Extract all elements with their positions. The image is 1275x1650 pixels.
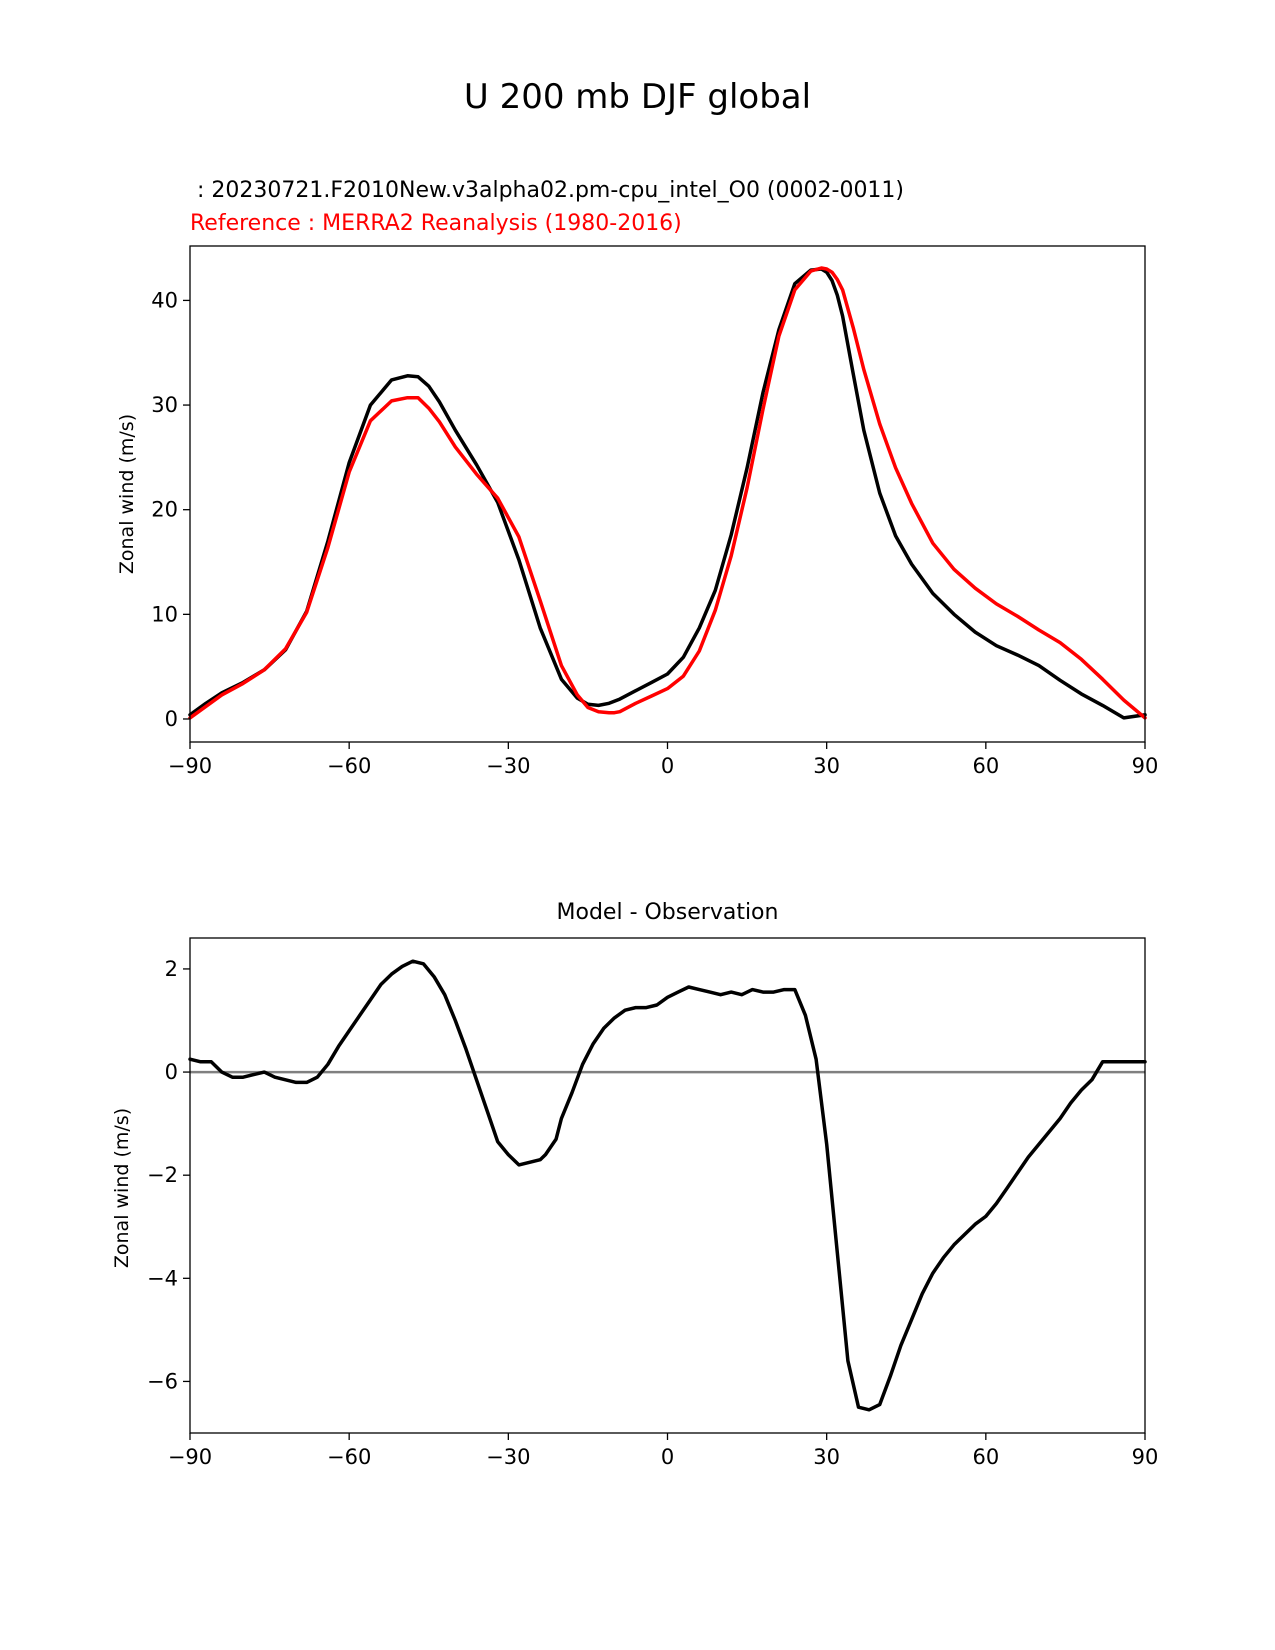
x-tick-label: −90: [168, 1445, 212, 1469]
x-tick-label: −90: [168, 754, 212, 778]
y-tick-label: −6: [147, 1369, 178, 1393]
x-tick-label: −60: [327, 754, 371, 778]
x-tick-label: 60: [972, 754, 999, 778]
panel-zonal-wind: : 20230721.F2010New.v3alpha02.pm-cpu_int…: [116, 178, 1158, 778]
y-tick-label: 40: [151, 288, 178, 312]
series-line-reference: [188, 266, 1147, 720]
x-tick-label: 90: [1132, 754, 1159, 778]
y-axis-label: Zonal wind (m/s): [111, 1108, 133, 1268]
x-tick-label: 0: [661, 1445, 674, 1469]
x-tick-label: 0: [661, 754, 674, 778]
y-tick-label: 30: [151, 393, 178, 417]
y-tick-label: 20: [151, 498, 178, 522]
x-tick-label: −60: [327, 1445, 371, 1469]
y-tick-label: −4: [147, 1266, 178, 1290]
x-tick-label: 90: [1132, 1445, 1159, 1469]
x-tick-label: −30: [486, 1445, 530, 1469]
subtitle-reference: Reference : MERRA2 Reanalysis (1980-2016…: [190, 211, 682, 236]
y-tick-label: 0: [165, 1060, 178, 1084]
x-tick-label: 30: [813, 754, 840, 778]
x-tick-label: 30: [813, 1445, 840, 1469]
panel-difference: Model - Observation Zonal wind (m/s) −90…: [111, 900, 1158, 1469]
y-tick-label: 0: [165, 707, 178, 731]
difference-title: Model - Observation: [557, 900, 779, 925]
y-tick-label: −2: [147, 1163, 178, 1187]
figure-title: U 200 mb DJF global: [464, 77, 811, 117]
subtitle-test: : 20230721.F2010New.v3alpha02.pm-cpu_int…: [190, 178, 904, 203]
y-tick-label: 2: [165, 957, 178, 981]
y-tick-label: 10: [151, 602, 178, 626]
x-tick-label: 60: [972, 1445, 999, 1469]
series-line-test: [188, 267, 1147, 720]
series-line-difference: [188, 959, 1147, 1412]
y-axis-label: Zonal wind (m/s): [116, 414, 138, 574]
x-tick-label: −30: [486, 754, 530, 778]
